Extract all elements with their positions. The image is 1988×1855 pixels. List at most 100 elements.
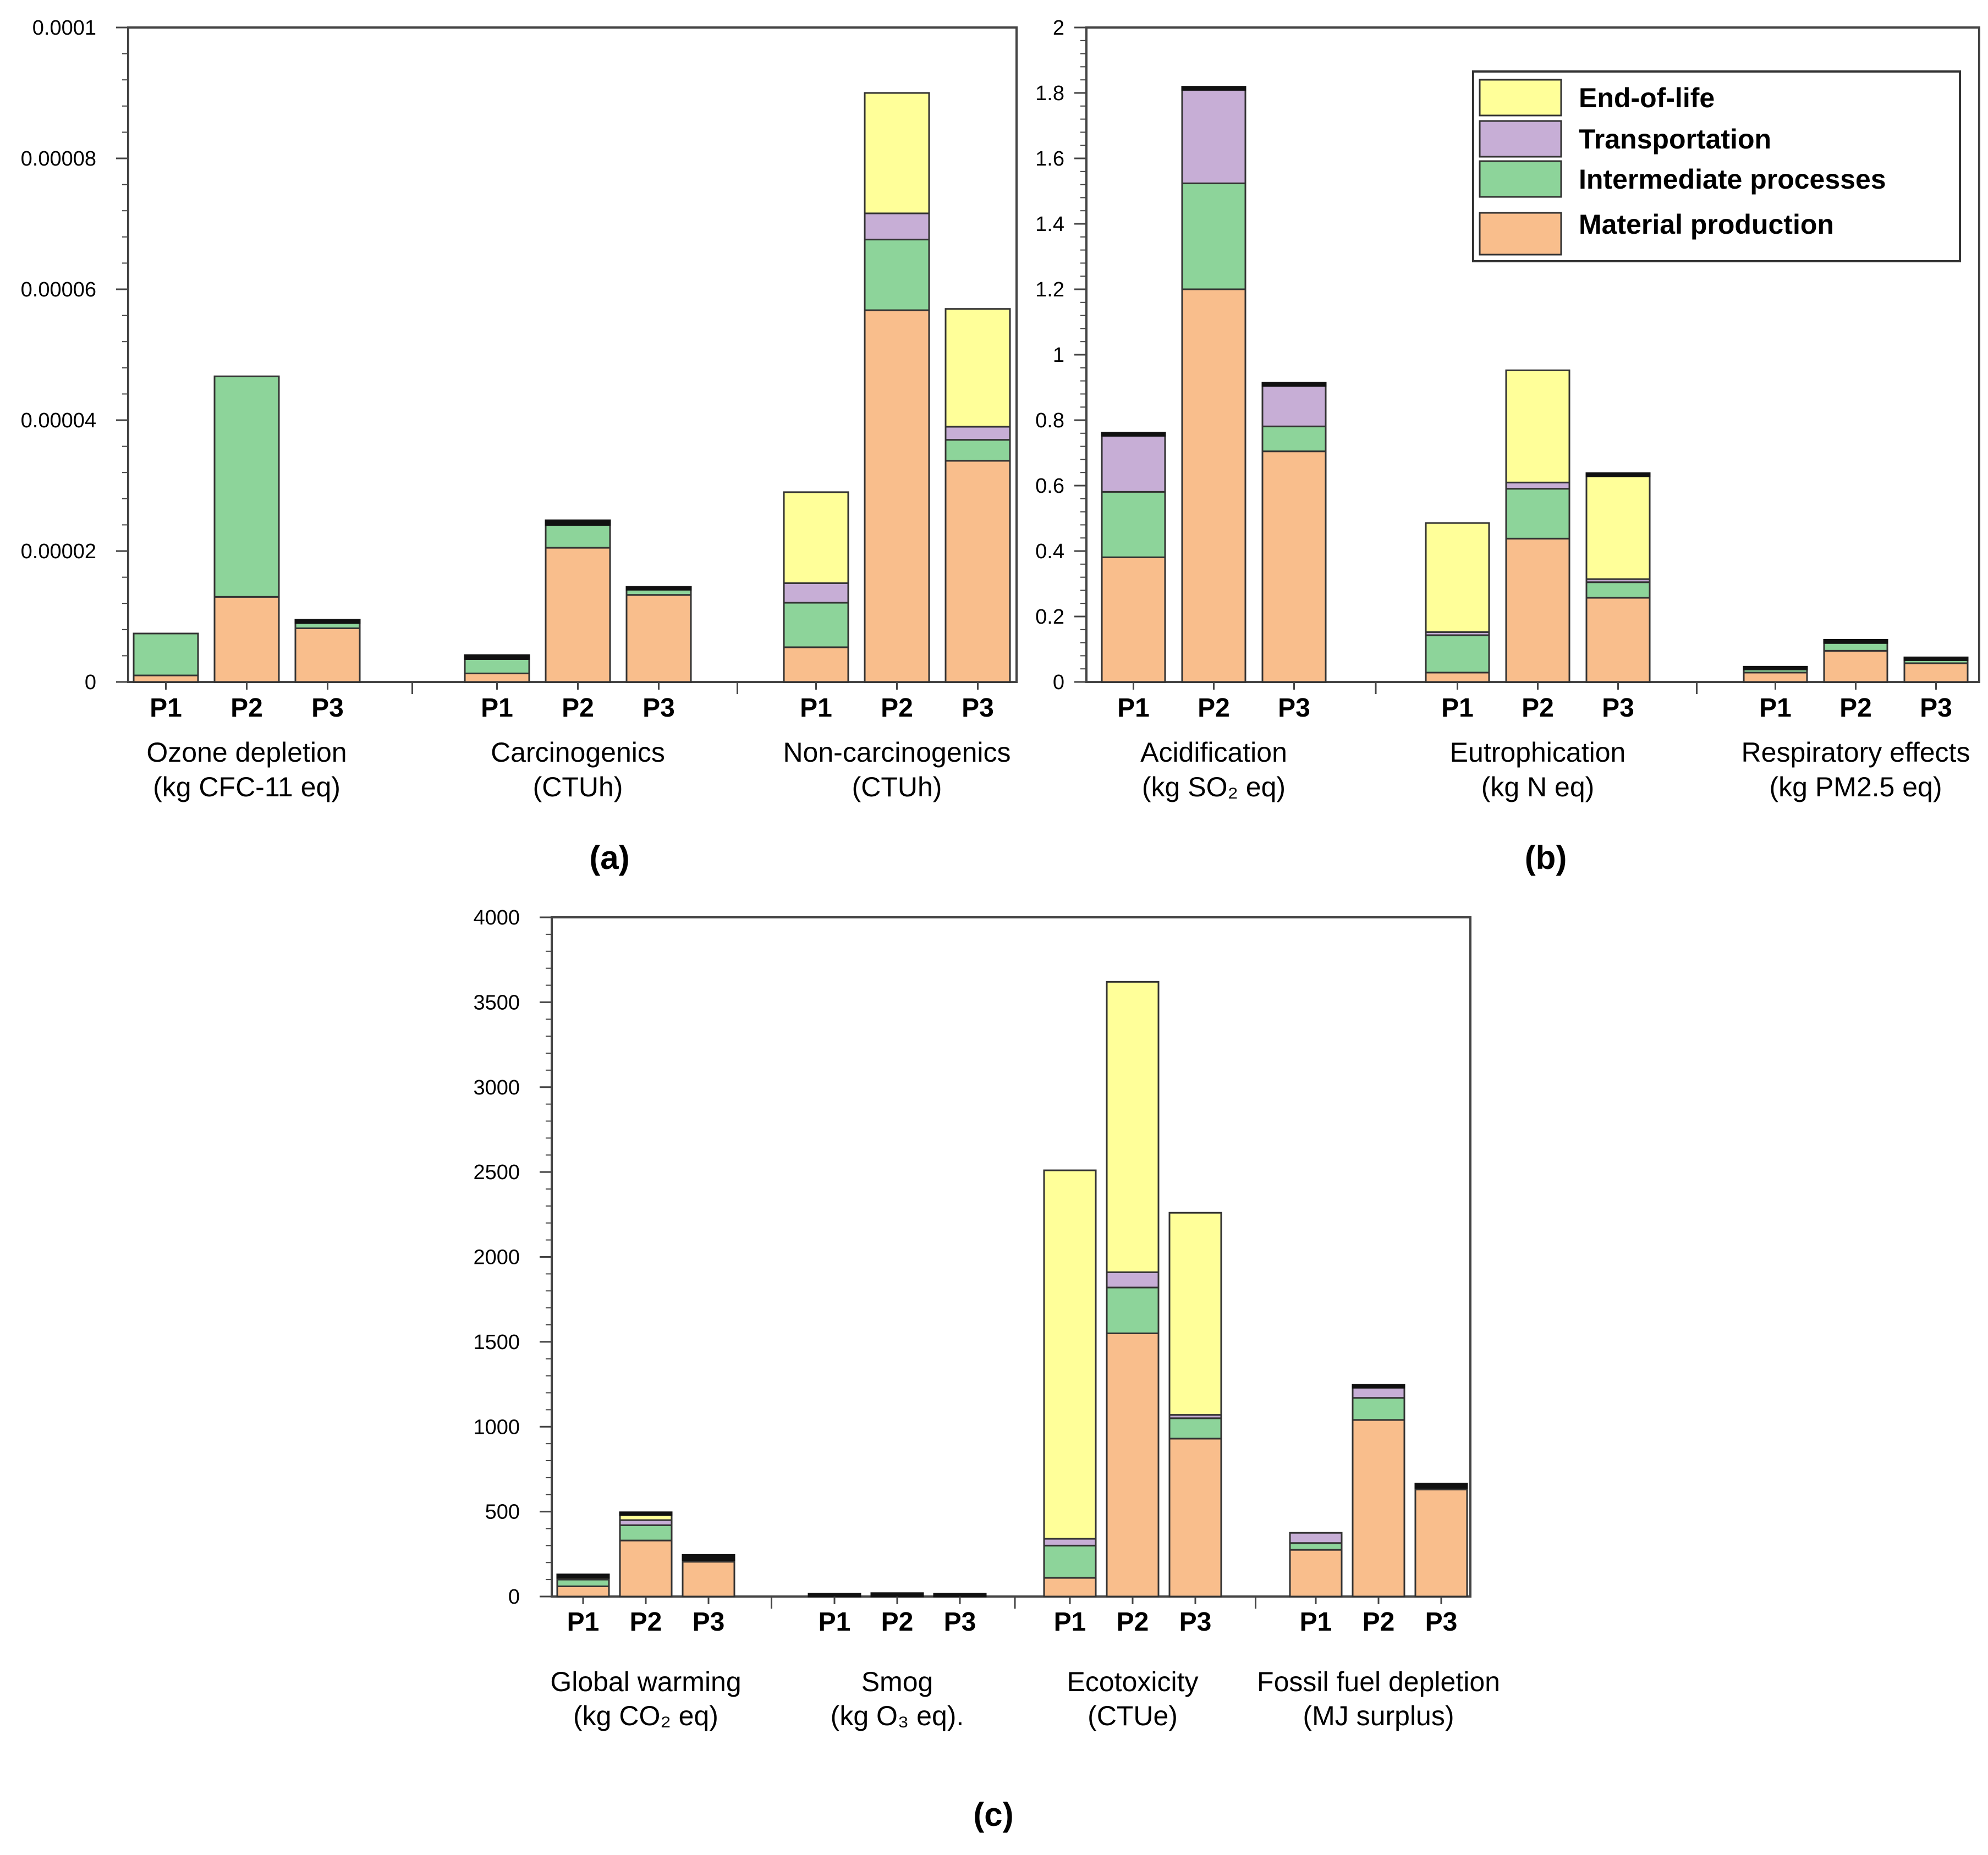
panel-a-bar-carcinogenics-p3-other — [625, 586, 692, 591]
panel-c-bar-ecotoxicity-p3-end-of-life — [1168, 1212, 1222, 1416]
panel-a-xtick-non-carcinogenics-p1: P1 — [800, 693, 832, 723]
panel-a-bar-carcinogenics-p1-material-production — [464, 673, 530, 683]
panel-a-bar-non-carcinogenics-p2-transportation — [864, 212, 930, 241]
panel-c-bar-fossil-fuel-depletion-p1-transportation — [1289, 1532, 1343, 1544]
panel-a-xtick-ozone-depletion-p2: P2 — [230, 693, 263, 723]
legend-swatch-end-of-life — [1479, 79, 1562, 117]
panel-b-bar-eutrophication-p1-end-of-life — [1425, 522, 1490, 633]
panel-c-xtick-ecotoxicity-p1: P1 — [1054, 1608, 1086, 1637]
panel-b-bar-eutrophication-p2-transportation — [1505, 481, 1570, 490]
legend-label-intermediate-processes: Intermediate processes — [1579, 164, 1886, 195]
panel-c-bar-fossil-fuel-depletion-p1-material-production — [1289, 1549, 1343, 1598]
panel-a-bar-non-carcinogenics-p1-material-production — [783, 646, 849, 683]
panel-a-chart: 0 0.00002 0.00004 0.00006 0.00008 0.0001 P1 P2 P… — [21, 16, 1018, 802]
panel-c-bar-global-warming-p1-other — [556, 1573, 610, 1579]
panel-b-bar-acidification-p1-transportation — [1101, 434, 1166, 493]
panel-c-bar-global-warming-p2-material-production — [619, 1539, 673, 1598]
panel-a-bar-ozone-depletion-p2-material-production — [213, 596, 280, 683]
panel-c-bar-ecotoxicity-p3-material-production — [1168, 1438, 1222, 1598]
panel-c-bar-fossil-fuel-depletion-p3-material-production — [1414, 1488, 1468, 1598]
panel-a-group-name-carcinogenics: Carcinogenics — [491, 737, 665, 768]
panel-a-xtick-ozone-depletion-p3: P3 — [311, 693, 344, 723]
panel-b-bar-acidification-p3-other — [1261, 382, 1327, 387]
panel-c-bar-fossil-fuel-depletion-p1-intermediate-processes — [1289, 1542, 1343, 1551]
panel-b-xtick-respiratory-effects-p1: P1 — [1759, 693, 1792, 723]
panel-a-group-unit-non-carcinogenics: (CTUh) — [852, 772, 942, 802]
panel-c-xtick-fossil-fuel-depletion-p3: P3 — [1425, 1608, 1458, 1637]
panel-c-bar-ecotoxicity-p2-transportation — [1106, 1271, 1160, 1289]
panel-a-xtick-carcinogenics-p3: P3 — [642, 693, 675, 723]
panel-a-group-name-non-carcinogenics: Non-carcinogenics — [783, 737, 1011, 768]
panel-b-xtick-acidification-p1: P1 — [1117, 693, 1150, 723]
panel-c-xtick-global-warming-p1: P1 — [567, 1608, 600, 1637]
panel-c-chart: 0 500 1000 1500 2000 2500 3000 3500 4000 P1 P2 P3 Gl… — [473, 906, 1500, 1731]
panel-a-ytick-label: 0.00006 — [21, 278, 96, 301]
panel-a-bar-ozone-depletion-p1-intermediate-processes — [133, 632, 199, 676]
legend-swatch-transportation — [1479, 120, 1562, 158]
panel-c-label: (c) — [973, 1796, 1013, 1833]
panel-b-ytick-label: 1.8 — [1035, 82, 1064, 105]
panel-c-ytick-label: 2000 — [473, 1246, 520, 1269]
panel-c-bar-smog-p2-other — [870, 1592, 924, 1598]
panel-b-bar-acidification-p2-material-production — [1181, 288, 1246, 683]
panel-b-bar-respiratory-effects-p2-other — [1823, 639, 1888, 644]
panel-a-xtick-carcinogenics-p2: P2 — [562, 693, 594, 723]
panel-c-bar-global-warming-p1-intermediate-processes — [556, 1578, 610, 1587]
panel-c-bar-global-warming-p3-other — [682, 1554, 735, 1561]
panel-b-ytick-label: 0.8 — [1035, 409, 1064, 432]
panel-c-bar-ecotoxicity-p3-intermediate-processes — [1168, 1417, 1222, 1440]
panel-c-bar-ecotoxicity-p2-material-production — [1106, 1332, 1160, 1598]
panel-a-bar-carcinogenics-p2-intermediate-processes — [545, 524, 611, 549]
panel-a-bar-non-carcinogenics-p2-material-production — [864, 309, 930, 683]
panel-c-group-name-ecotoxicity: Ecotoxicity — [1067, 1666, 1199, 1697]
panel-b-xtick-respiratory-effects-p2: P2 — [1839, 693, 1872, 723]
panel-a-bar-ozone-depletion-p3-material-production — [294, 627, 361, 683]
panel-c-xtick-ecotoxicity-p3: P3 — [1179, 1608, 1212, 1637]
panel-b-bar-eutrophication-p2-intermediate-processes — [1505, 488, 1570, 540]
panel-b-bar-respiratory-effects-p3-other — [1903, 656, 1969, 661]
panel-c-ytick-label: 0 — [508, 1586, 520, 1609]
panel-b-group-unit-eutrophication: (kg N eq) — [1481, 772, 1595, 802]
panel-b-group-unit-acidification: (kg SO₂ eq) — [1142, 772, 1286, 802]
panel-b-ytick-label: 2 — [1053, 16, 1064, 40]
panel-a-bar-non-carcinogenics-p2-end-of-life — [864, 92, 930, 214]
panel-c-ytick-label: 3500 — [473, 991, 520, 1014]
panel-c-ytick-label: 500 — [485, 1501, 520, 1524]
panel-c-bar-fossil-fuel-depletion-p2-intermediate-processes — [1352, 1397, 1405, 1421]
panel-b-bar-acidification-p3-transportation — [1261, 385, 1327, 427]
panel-c-bar-ecotoxicity-p2-intermediate-processes — [1106, 1286, 1160, 1334]
panel-c-ytick-label: 1500 — [473, 1331, 520, 1354]
panel-c-group-name-smog: Smog — [861, 1666, 933, 1697]
panel-a-ytick-label: 0.00002 — [21, 540, 96, 563]
panel-c-xtick-fossil-fuel-depletion-p1: P1 — [1300, 1608, 1332, 1637]
legend-label-material-production: Material production — [1579, 209, 1834, 240]
panel-b-bar-acidification-p3-intermediate-processes — [1261, 425, 1327, 453]
panel-b-ytick-label: 0 — [1053, 671, 1064, 694]
panel-a-bar-non-carcinogenics-p3-intermediate-processes — [944, 439, 1011, 462]
panel-c-bar-smog-p3-other — [933, 1593, 987, 1598]
panel-b-ytick-label: 1 — [1053, 344, 1064, 367]
panel-b-group-name-acidification: Acidification — [1140, 737, 1287, 768]
panel-c-bar-fossil-fuel-depletion-p2-transportation — [1352, 1386, 1405, 1399]
legend: End-of-life Transportation Intermediate … — [1472, 70, 1961, 262]
panel-b-chart: 0 0.2 0.4 0.6 0.8 1 1.2 1.4 1.6 1.8 2 P1 P2 P3 Acidifi… — [1035, 16, 1980, 802]
panel-b-bar-respiratory-effects-p3-material-production — [1903, 662, 1969, 683]
panel-c-ytick-label: 4000 — [473, 906, 520, 929]
panel-a-bar-carcinogenics-p1-intermediate-processes — [464, 658, 530, 675]
panel-a-bar-non-carcinogenics-p1-end-of-life — [783, 491, 849, 584]
panel-b-xtick-eutrophication-p1: P1 — [1441, 693, 1474, 723]
panel-b-xtick-acidification-p3: P3 — [1278, 693, 1310, 723]
panel-c-ytick-label: 1000 — [473, 1416, 520, 1439]
panel-b-bar-acidification-p2-transportation — [1181, 89, 1246, 184]
panel-b-bar-eutrophication-p2-end-of-life — [1505, 369, 1570, 483]
panel-c-ytick-label: 2500 — [473, 1161, 520, 1184]
panel-c-group-unit-fossil-fuel-depletion: (MJ surplus) — [1303, 1700, 1454, 1731]
panel-a-bar-ozone-depletion-p1-material-production — [133, 674, 199, 683]
panel-b-ytick-label: 1.6 — [1035, 147, 1064, 170]
panel-a-xtick-non-carcinogenics-p3: P3 — [962, 693, 994, 723]
panel-a-group-name-ozone-depletion: Ozone depletion — [146, 737, 347, 768]
panel-c-bar-fossil-fuel-depletion-p2-other — [1352, 1384, 1405, 1389]
panel-b-bar-acidification-p1-material-production — [1101, 556, 1166, 683]
panel-b-label: (b) — [1525, 839, 1567, 876]
panel-b-bar-acidification-p2-other — [1181, 86, 1246, 91]
